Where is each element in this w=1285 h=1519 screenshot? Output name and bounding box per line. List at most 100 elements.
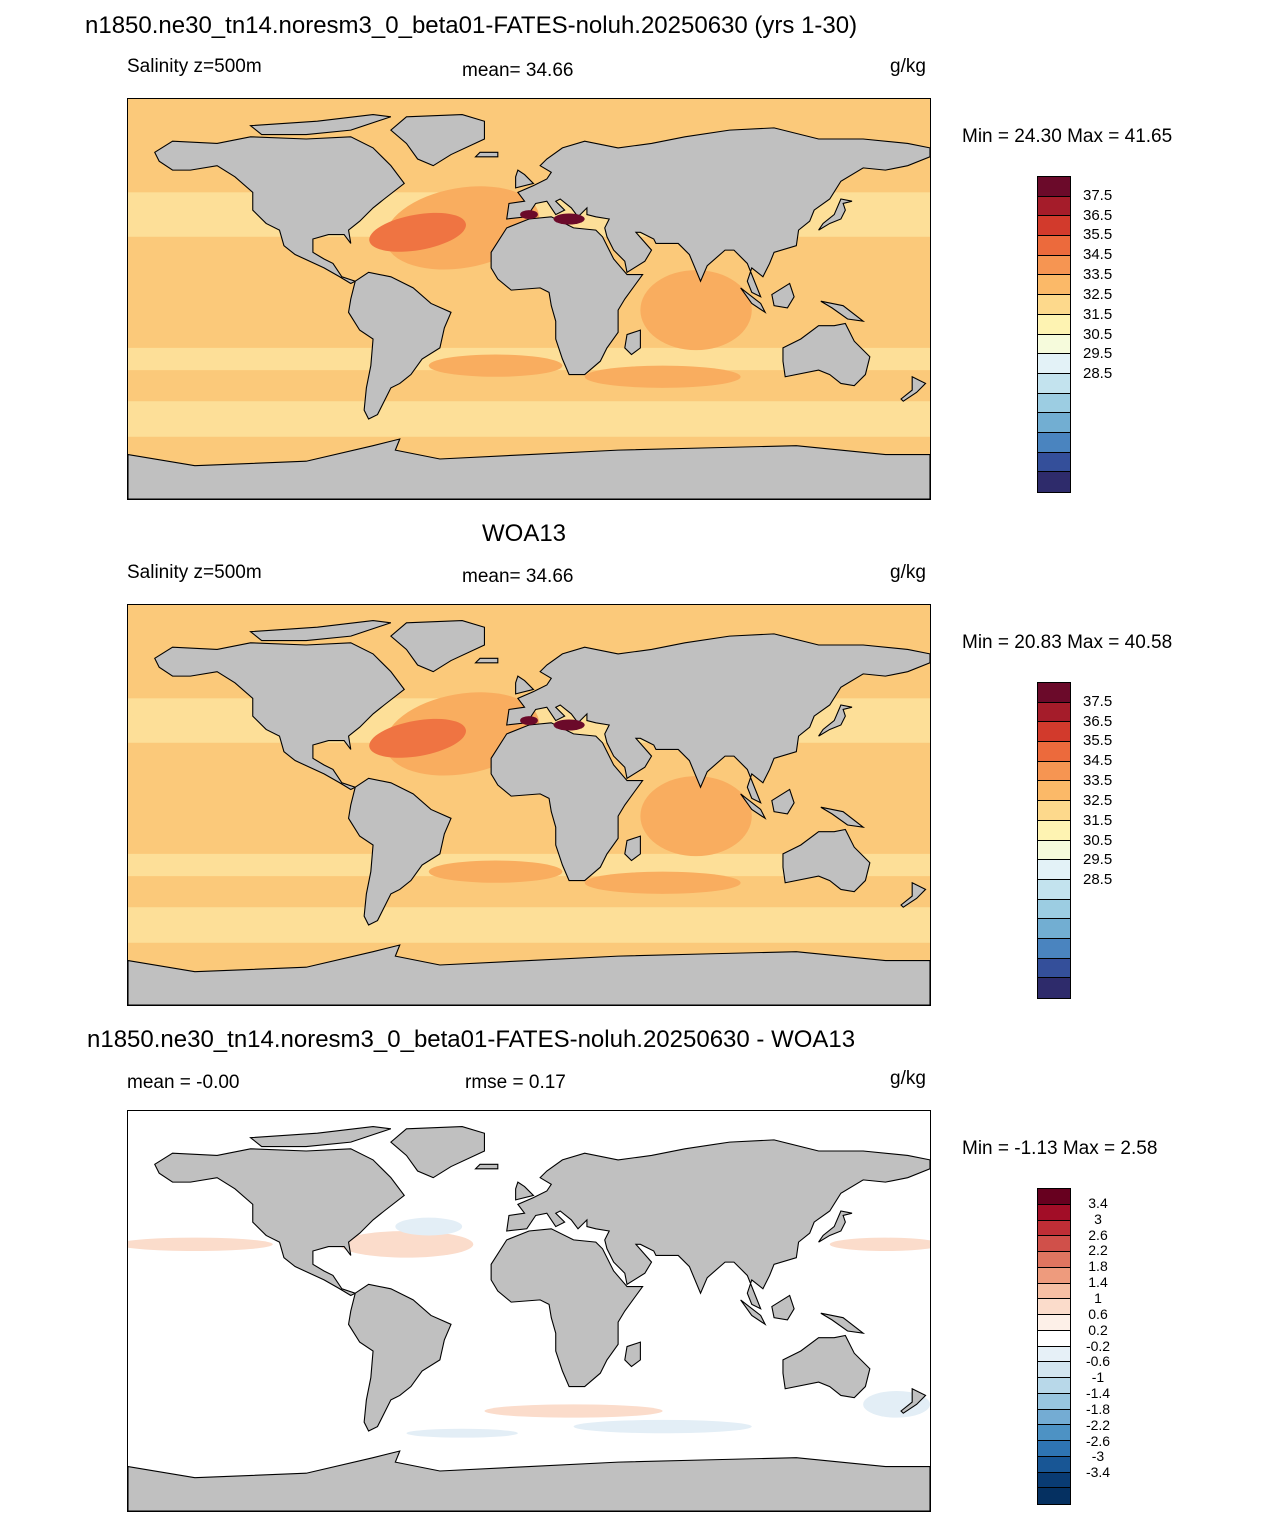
colorbar-tick-label: 0.6: [1088, 1305, 1108, 1322]
colorbar-swatch: [1038, 216, 1070, 237]
colorbar-tick-label: -3.4: [1085, 1464, 1111, 1481]
colorbar-tick-label: 32.5: [1083, 791, 1113, 809]
colorbar-tick-label: -1.8: [1085, 1400, 1111, 1417]
landmass-australia: [782, 322, 871, 387]
panel1-title: n1850.ne30_tn14.noresm3_0_beta01-FATES-n…: [85, 12, 858, 39]
landmass-south-america: [347, 1283, 452, 1432]
colorbar-swatch: [1038, 801, 1070, 821]
colorbar-tick-label: 29.5: [1083, 345, 1113, 363]
colorbar-swatch: [1038, 1441, 1070, 1457]
landmass-south-america: [347, 271, 452, 420]
colorbar-tick-label: -3: [1091, 1448, 1105, 1465]
landmass-japan: [818, 198, 853, 231]
mediterranean-high-salinity: [520, 210, 538, 219]
landmass-australia: [782, 1334, 871, 1399]
positive-anomaly: [128, 1237, 273, 1251]
indian-ocean-salty: [640, 270, 752, 351]
colorbar-swatch: [1038, 432, 1070, 453]
colorbar-tick-label: 3.4: [1088, 1194, 1108, 1211]
panel2-colorbar: [1037, 682, 1071, 999]
colorbar-swatch: [1038, 1409, 1070, 1426]
colorbar-swatch: [1038, 938, 1070, 959]
colorbar-tick-label: -0.2: [1085, 1337, 1111, 1354]
landmass-arctic-islands: [249, 114, 392, 136]
colorbar-swatch: [1038, 1472, 1070, 1489]
colorbar-tick-label: 37.5: [1083, 186, 1113, 204]
colorbar-swatch: [1038, 1346, 1070, 1363]
colorbar-tick-label: 33.5: [1083, 266, 1113, 284]
panel3-rmse: rmse = 0.17: [465, 1072, 566, 1093]
indian-ocean-salty: [640, 776, 752, 857]
colorbar-swatch: [1038, 1189, 1070, 1205]
landmass-iceland: [474, 151, 499, 158]
colorbar-swatch: [1038, 919, 1070, 939]
landmass-madagascar: [624, 329, 641, 356]
colorbar-swatch: [1038, 236, 1070, 256]
colorbar-tick-label: 33.5: [1083, 772, 1113, 790]
colorbar-tick-label: -0.6: [1085, 1353, 1111, 1370]
colorbar-tick-label: 3: [1094, 1210, 1102, 1227]
landmass-new-guinea: [820, 806, 866, 829]
colorbar-tick-label: 36.5: [1083, 712, 1113, 730]
landmass-new-zealand: [900, 375, 927, 402]
colorbar-tick-label: 30.5: [1083, 831, 1113, 849]
landmass-new-guinea: [820, 1312, 866, 1335]
landmass-eurasia: [506, 1139, 930, 1310]
colorbar-tick-label: -2.6: [1085, 1432, 1111, 1449]
landmass-iceland: [474, 1163, 499, 1170]
atlantic-max-salinity: [369, 718, 466, 758]
landmass-indonesia-borneo: [771, 788, 795, 815]
colorbar-tick-label: -1.4: [1085, 1385, 1111, 1402]
southern-ocean-band: [128, 401, 930, 437]
colorbar-swatch: [1038, 899, 1070, 920]
colorbar-swatch: [1038, 275, 1070, 296]
colorbar-tick-label: 29.5: [1083, 851, 1113, 869]
positive-anomaly: [339, 1231, 474, 1258]
colorbar-tick-label: 34.5: [1083, 246, 1113, 264]
panel1-units: g/kg: [890, 56, 926, 77]
colorbar-tick-label: 2.6: [1088, 1226, 1108, 1243]
colorbar-swatch: [1038, 702, 1070, 723]
colorbar-swatch: [1038, 781, 1070, 802]
panel3-map: [127, 1110, 931, 1512]
south-atlantic-band: [428, 354, 563, 377]
colorbar-swatch: [1038, 1315, 1070, 1331]
landmass-antarctica: [128, 1450, 930, 1511]
colorbar-tick-label: 2.2: [1088, 1242, 1108, 1259]
negative-anomaly: [573, 1419, 752, 1434]
landmass-iceland: [474, 657, 499, 664]
colorbar-swatch: [1038, 683, 1070, 703]
colorbar-swatch: [1038, 840, 1070, 861]
colorbar-tick-label: 28.5: [1083, 871, 1113, 889]
landmass-australia: [782, 828, 871, 893]
colorbar-swatch: [1038, 314, 1070, 335]
colorbar-swatch: [1038, 1378, 1070, 1394]
colorbar-swatch: [1038, 1283, 1070, 1300]
atlantic-max-salinity: [369, 212, 466, 252]
colorbar-swatch: [1038, 1267, 1070, 1284]
panel3-minmax: Min = -1.13 Max = 2.58: [962, 1138, 1158, 1159]
colorbar-tick-label: 31.5: [1083, 811, 1113, 829]
landmass-north-america: [154, 136, 406, 285]
landmass-africa: [490, 1228, 644, 1388]
colorbar-swatch: [1038, 1456, 1070, 1473]
panel2-variable-label: Salinity z=500m: [127, 562, 262, 583]
colorbar-swatch: [1038, 255, 1070, 276]
panel1-minmax: Min = 24.30 Max = 41.65: [962, 126, 1173, 147]
panel1-variable-label: Salinity z=500m: [127, 56, 262, 77]
landmass-indonesia-sumatra: [740, 287, 767, 314]
colorbar-tick-label: 0.2: [1088, 1321, 1108, 1338]
colorbar-tick-label: 37.5: [1083, 692, 1113, 710]
colorbar-swatch: [1038, 354, 1070, 374]
landmass-uk: [515, 1181, 535, 1201]
colorbar-swatch: [1038, 1362, 1070, 1378]
colorbar-swatch: [1038, 1236, 1070, 1252]
colorbar-tick-label: 34.5: [1083, 752, 1113, 770]
colorbar-tick-label: 35.5: [1083, 732, 1113, 750]
colorbar-swatch: [1038, 1204, 1070, 1221]
colorbar-swatch: [1038, 1252, 1070, 1268]
landmass-south-america: [347, 777, 452, 926]
south-indian-band: [584, 365, 741, 388]
colorbar-tick-label: 35.5: [1083, 226, 1113, 244]
panel2-map: [127, 604, 931, 1006]
